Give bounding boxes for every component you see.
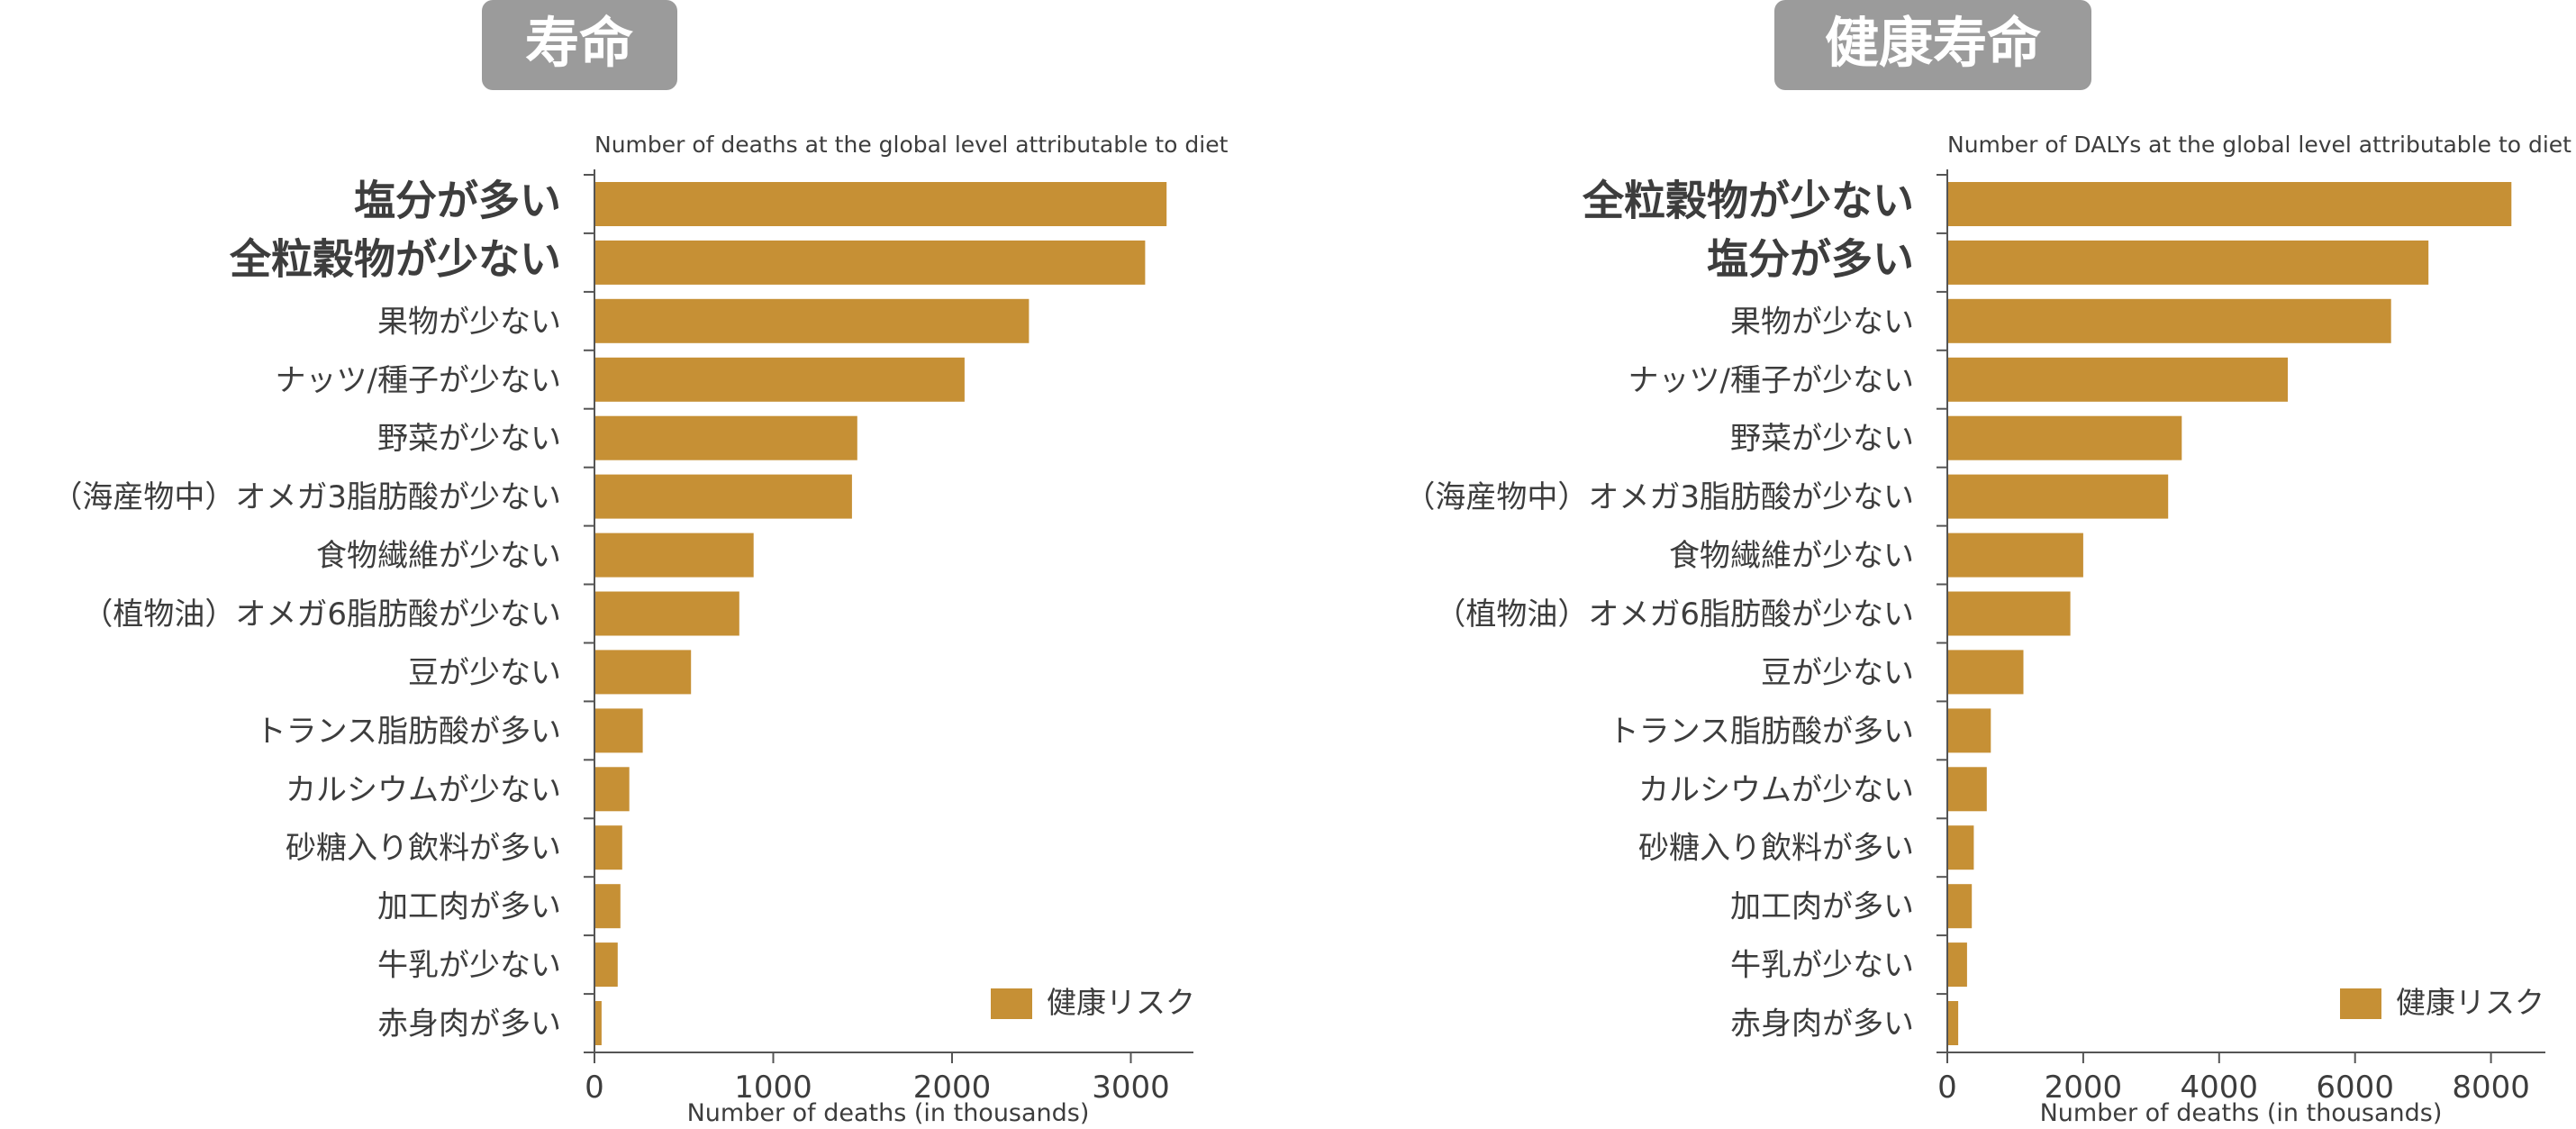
category-label: （植物油）オメガ6脂肪酸が少ない	[1435, 596, 1914, 633]
category-label: ナッツ/種子が少ない	[1628, 362, 1914, 398]
bar	[594, 942, 618, 988]
legend-label: 健康リスク	[2396, 985, 2544, 1020]
legend-swatch	[2340, 988, 2381, 1019]
x-tick-label: 8000	[2452, 1070, 2530, 1106]
category-label: 砂糖入り飲料が多い	[1638, 831, 1914, 867]
axes: 0 2000 4000 6000 8000	[1937, 169, 2545, 1106]
x-axis-label: Number of deaths (in thousands)	[2040, 1099, 2443, 1127]
badge-background	[482, 0, 677, 90]
category-label: 赤身肉が多い	[377, 1006, 561, 1043]
bar	[594, 1001, 602, 1045]
category-label: トランス脂肪酸が多い	[1609, 714, 1914, 750]
bar	[594, 357, 965, 402]
bar	[594, 650, 692, 695]
bar	[1947, 474, 2169, 519]
category-label: 豆が少ない	[1761, 655, 1914, 691]
bar	[594, 298, 1029, 343]
x-tick-label: 3000	[1092, 1070, 1170, 1106]
bar	[594, 825, 622, 870]
x-tick-label: 4000	[2181, 1070, 2259, 1106]
legend: 健康リスク	[991, 985, 1195, 1020]
chart-subtitle: Number of deaths at the global level att…	[594, 132, 1229, 158]
badge-label: 寿命	[525, 13, 633, 76]
chart-subtitle: Number of DALYs at the global level attr…	[1947, 132, 2571, 158]
category-label: 塩分が多い	[354, 177, 561, 225]
category-label: ナッツ/種子が少ない	[276, 362, 561, 398]
bar	[594, 474, 852, 519]
bar	[1947, 415, 2182, 460]
category-label: 加工肉が多い	[1730, 889, 1914, 925]
bar	[1947, 942, 1967, 988]
bar	[594, 884, 621, 929]
category-label: 野菜が少ない	[377, 421, 561, 457]
category-label: 野菜が少ない	[1730, 421, 1914, 457]
bar	[1947, 182, 2512, 226]
category-label: カルシウムが少ない	[1638, 772, 1914, 808]
bar	[594, 415, 857, 460]
x-tick-label: 6000	[2316, 1070, 2394, 1106]
bar	[1947, 767, 1987, 812]
category-label: （海産物中）オメガ3脂肪酸が少ない	[1404, 479, 1914, 515]
x-axis-label: Number of deaths (in thousands)	[687, 1099, 1090, 1127]
category-label: 食物繊維が少ない	[1669, 538, 1914, 574]
bar	[1947, 357, 2288, 402]
bar	[1947, 298, 2391, 343]
category-label: 赤身肉が多い	[1730, 1006, 1914, 1043]
bar	[594, 182, 1167, 226]
panel-healthy-lifespan: 健康寿命 Number of DALYs at the global level…	[1404, 0, 2571, 1127]
category-label: カルシウムが少ない	[286, 772, 561, 808]
bar	[594, 767, 630, 812]
bar	[1947, 591, 2071, 636]
category-label: 牛乳が少ない	[377, 948, 561, 984]
x-tick-label: 0	[585, 1070, 604, 1106]
x-tick-label: 1000	[734, 1070, 812, 1106]
category-label: 果物が少ない	[1730, 304, 1914, 340]
bar	[1947, 533, 2083, 578]
bar	[594, 240, 1146, 285]
bar	[594, 533, 754, 578]
badge-label: 健康寿命	[1825, 13, 2041, 76]
bars-group	[1947, 182, 2512, 1045]
bar	[1947, 1001, 1959, 1045]
legend: 健康リスク	[2340, 985, 2544, 1020]
legend-swatch	[991, 988, 1032, 1019]
legend-label: 健康リスク	[1047, 985, 1195, 1020]
category-label: 牛乳が少ない	[1730, 948, 1914, 984]
category-label: 全粒穀物が少ない	[1582, 177, 1914, 225]
x-tick-label: 2000	[2045, 1070, 2123, 1106]
category-label: 砂糖入り飲料が多い	[286, 831, 561, 867]
category-label: トランス脂肪酸が多い	[256, 714, 561, 750]
bar	[1947, 825, 1974, 870]
bar	[1947, 708, 1991, 753]
bar	[594, 591, 739, 636]
axes: 0 1000 2000 3000	[584, 169, 1193, 1106]
x-tick-label: 0	[1937, 1070, 1957, 1106]
category-label: （海産物中）オメガ3脂肪酸が少ない	[51, 479, 561, 515]
bar	[1947, 240, 2429, 285]
bar	[594, 708, 643, 753]
bar	[1947, 650, 2024, 695]
category-label: 全粒穀物が少ない	[229, 234, 561, 283]
panel-lifespan: 寿命 Number of deaths at the global level …	[51, 0, 1229, 1127]
category-label: 豆が少ない	[408, 655, 561, 691]
category-label: 塩分が多い	[1707, 234, 1914, 283]
category-label: 果物が少ない	[377, 304, 561, 340]
category-label: 加工肉が多い	[377, 889, 561, 925]
category-label: （植物油）オメガ6脂肪酸が少ない	[82, 596, 561, 633]
badge-background	[1774, 0, 2091, 90]
bar	[1947, 884, 1973, 929]
x-tick-label: 2000	[913, 1070, 992, 1106]
category-label: 食物繊維が少ない	[316, 538, 561, 574]
bars-group	[594, 182, 1167, 1045]
